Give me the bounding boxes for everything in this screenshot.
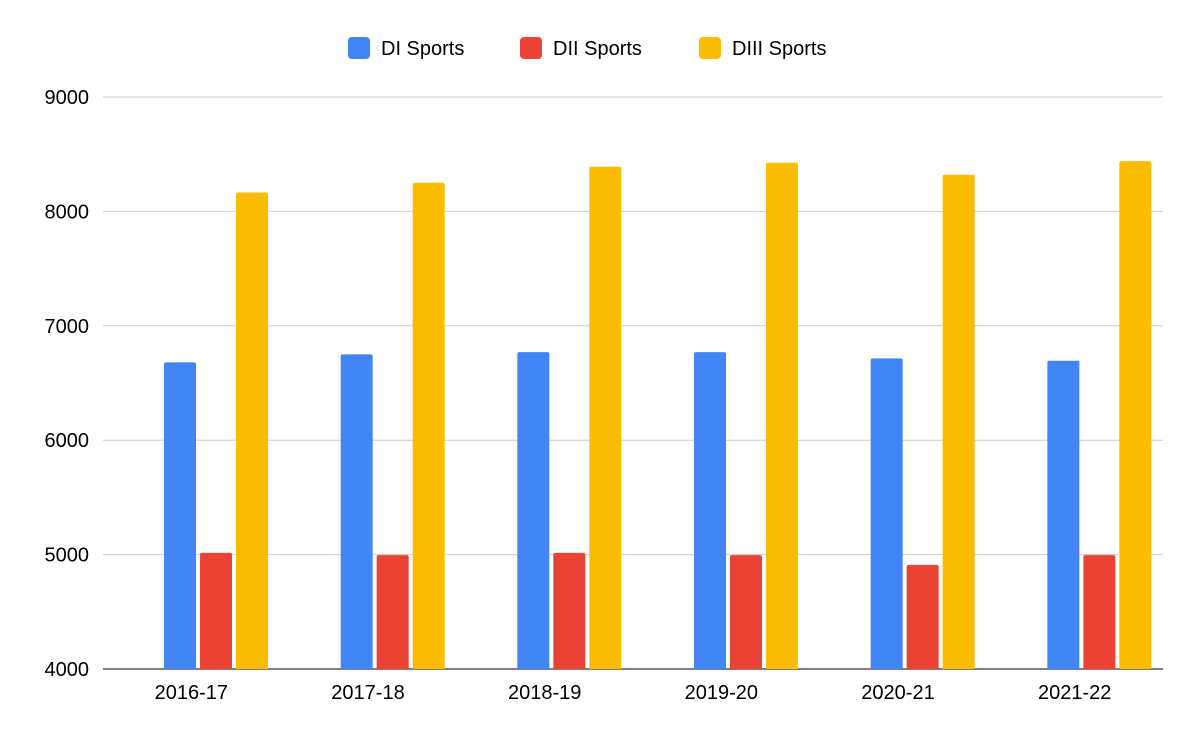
bar-group (870, 174, 975, 670)
y-axis-tick-labels: 4000 5000 6000 7000 8000 9000 (45, 87, 90, 681)
y-tick-label: 8000 (45, 201, 90, 223)
y-tick-label: 4000 (45, 659, 90, 681)
x-tick-label: 2017-18 (331, 682, 404, 704)
bar (1119, 161, 1152, 669)
bar (906, 564, 939, 669)
y-tick-label: 6000 (45, 430, 90, 452)
bar (1047, 360, 1080, 669)
x-tick-label: 2018-19 (508, 682, 581, 704)
legend-swatch (520, 37, 542, 59)
x-tick-label: 2016-17 (155, 682, 228, 704)
bar-group (164, 192, 268, 670)
bar (200, 552, 232, 669)
legend-label: DI Sports (381, 38, 464, 60)
bar (164, 362, 196, 669)
bar (730, 555, 762, 669)
legend-label: DIII Sports (732, 38, 826, 60)
bar (589, 166, 622, 669)
bar (376, 555, 409, 669)
x-tick-label: 2021-22 (1038, 682, 1111, 704)
bar (236, 192, 268, 670)
chart-legend: DI Sports DII Sports DIII Sports (348, 37, 826, 60)
bar (517, 352, 550, 669)
y-tick-label: 5000 (45, 545, 90, 567)
bar (870, 358, 903, 669)
bar-group (517, 166, 622, 669)
bar-group (1047, 161, 1152, 669)
legend-swatch (699, 37, 721, 59)
bar (694, 352, 726, 669)
bar (1083, 555, 1116, 669)
y-tick-label: 7000 (45, 316, 90, 338)
bar (553, 552, 586, 669)
bar (340, 354, 373, 669)
legend-item: DI Sports (348, 37, 464, 60)
y-gridlines (103, 96, 1163, 670)
legend-label: DII Sports (553, 38, 642, 60)
x-tick-label: 2020-21 (861, 682, 934, 704)
bar (942, 174, 975, 670)
bar (412, 182, 445, 670)
bar-group (340, 182, 445, 670)
x-tick-label: 2019-20 (685, 682, 758, 704)
bar-group (694, 162, 798, 669)
x-axis-tick-labels: 2016-17 2017-18 2018-19 2019-20 2020-21 2021-… (155, 682, 1112, 704)
legend-item: DIII Sports (699, 37, 826, 60)
bar-series-group (164, 161, 1152, 670)
bar (766, 162, 798, 669)
y-tick-label: 9000 (45, 87, 90, 109)
legend-swatch (348, 37, 370, 59)
legend-item: DII Sports (520, 37, 642, 60)
